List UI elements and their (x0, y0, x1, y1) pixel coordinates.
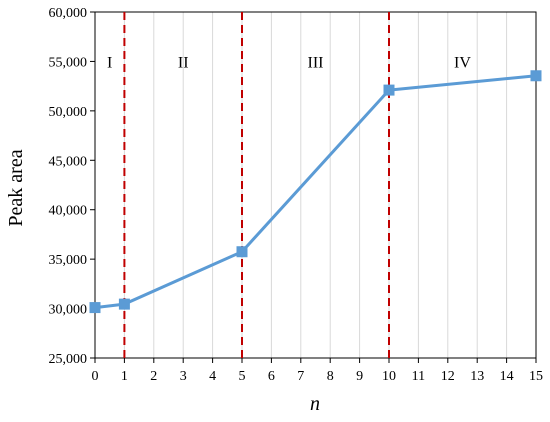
y-tick-label-60000: 60,000 (49, 6, 88, 21)
y-axis-title: Peak area (5, 149, 27, 226)
x-tick-label-3: 3 (180, 369, 187, 384)
series-line-0 (94, 74, 537, 310)
x-tick-label-13: 13 (470, 369, 484, 384)
x-tick-label-4: 4 (209, 369, 216, 384)
y-tick-label-40000: 40,000 (49, 204, 88, 219)
x-tick-label-2: 2 (150, 369, 157, 384)
y-tick-label-50000: 50,000 (49, 105, 88, 120)
data-point-x0 (89, 302, 101, 314)
data-point-x10 (383, 84, 395, 96)
divider-layer (123, 12, 390, 358)
series-layer (89, 70, 542, 314)
y-tick-label-35000: 35,000 (49, 253, 88, 268)
y-tick-label-30000: 30,000 (49, 303, 88, 318)
data-point-x5 (236, 246, 248, 258)
x-tick-label-6: 6 (268, 369, 275, 384)
x-tick-label-15: 15 (529, 369, 543, 384)
region-label-III: III (308, 54, 324, 71)
data-point-x15 (530, 70, 542, 82)
y-tick-label-25000: 25,000 (49, 352, 88, 367)
x-tick-label-9: 9 (356, 369, 363, 384)
plot-border (94, 11, 537, 359)
x-tick-label-11: 11 (412, 369, 425, 384)
x-tick-label-14: 14 (500, 369, 514, 384)
x-tick-label-7: 7 (297, 369, 304, 384)
x-tick-label-8: 8 (327, 369, 334, 384)
x-tick-label-10: 10 (382, 369, 396, 384)
y-tick-label-55000: 55,000 (49, 55, 88, 70)
x-tick-label-5: 5 (239, 369, 246, 384)
region-label-I: I (107, 54, 112, 71)
x-tick-label-1: 1 (121, 369, 128, 384)
axis-layer: 0 1 2 3 4 5 6 7 8 9 10 11 12 13 14 1525,00030,00035,000… (49, 6, 544, 384)
region-label-II: II (178, 54, 189, 71)
x-tick-label-0: 0 (92, 369, 99, 384)
y-tick-label-45000: 45,000 (49, 154, 88, 169)
label-layer: I II III IV (107, 54, 471, 71)
x-tick-label-12: 12 (441, 369, 455, 384)
data-point-x1 (118, 298, 130, 310)
region-label-IV: IV (454, 54, 471, 71)
x-axis-title: n (310, 393, 320, 415)
